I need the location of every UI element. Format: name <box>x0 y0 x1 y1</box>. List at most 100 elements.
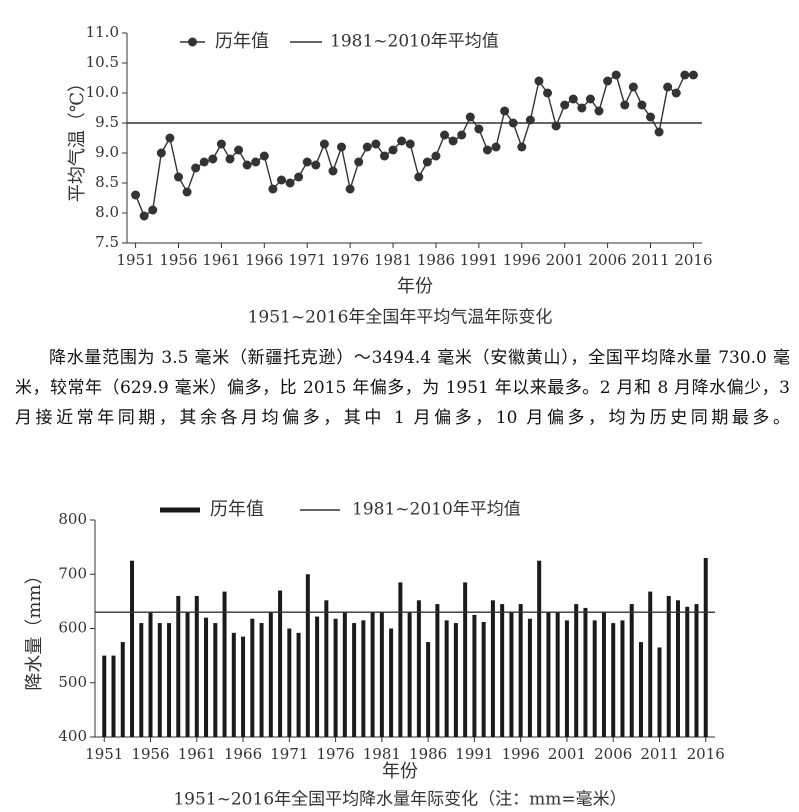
data-point <box>173 172 183 182</box>
bar <box>352 623 357 737</box>
x-axis-label: 年份 <box>397 276 433 297</box>
y-tick-label: 400 <box>58 727 87 745</box>
bar <box>204 617 209 737</box>
bar <box>185 612 190 737</box>
bar <box>620 620 625 737</box>
paragraph: 降水量范围为 3.5 毫米（新疆托克逊）～3494.4 毫米（安徽黄山），全国平… <box>15 348 790 428</box>
data-point <box>474 124 484 134</box>
x-tick-label: 1971 <box>288 251 326 269</box>
x-tick-label: 2011 <box>631 251 669 269</box>
bar <box>592 620 597 737</box>
bar <box>222 591 227 737</box>
data-point <box>414 172 424 182</box>
data-point <box>688 70 698 80</box>
data-point <box>585 94 595 104</box>
data-point <box>328 166 338 176</box>
x-tick-label: 2011 <box>640 745 678 763</box>
bar <box>120 642 125 737</box>
y-tick-label: 9.0 <box>95 143 119 161</box>
y-axis-label: 平均气温（℃） <box>67 74 88 202</box>
bar <box>398 582 403 737</box>
data-point <box>362 142 372 152</box>
bar <box>379 612 384 737</box>
bar <box>287 628 292 737</box>
data-point <box>165 133 175 143</box>
x-tick-label: 2006 <box>589 251 627 269</box>
data-point <box>208 154 218 164</box>
data-point <box>560 100 570 110</box>
data-point <box>388 145 398 155</box>
x-tick-label: 1971 <box>270 745 308 763</box>
data-point <box>491 142 501 152</box>
data-point <box>276 175 286 185</box>
bar <box>130 560 135 737</box>
bar <box>435 604 440 737</box>
y-tick-label: 500 <box>58 673 87 691</box>
bar <box>194 595 199 737</box>
bar <box>685 606 690 737</box>
bar <box>490 600 495 737</box>
data-point <box>628 82 638 92</box>
bar <box>500 604 505 737</box>
x-tick-label: 1966 <box>245 251 283 269</box>
x-tick-label: 1951 <box>85 745 123 763</box>
data-point <box>191 163 201 173</box>
bar <box>296 632 301 737</box>
data-point <box>268 184 278 194</box>
x-tick-label: 1991 <box>460 251 498 269</box>
bar <box>666 595 671 737</box>
data-point <box>379 151 389 161</box>
data-point <box>448 136 458 146</box>
bar <box>250 618 255 737</box>
x-tick-label: 1991 <box>455 745 493 763</box>
bar <box>426 642 431 737</box>
x-tick-label: 1981 <box>363 745 401 763</box>
data-point <box>259 151 269 161</box>
bar <box>370 612 375 737</box>
x-tick-label: 1976 <box>317 745 355 763</box>
x-tick-label: 1996 <box>502 745 540 763</box>
bar <box>278 590 283 737</box>
bar <box>333 618 338 737</box>
data-point <box>680 70 690 80</box>
bar <box>703 557 708 737</box>
x-tick-label: 2016 <box>687 745 725 763</box>
data-point <box>534 76 544 86</box>
data-point <box>431 151 441 161</box>
data-point <box>482 145 492 155</box>
data-point <box>525 115 535 125</box>
bar <box>241 636 246 737</box>
y-tick-label: 10.5 <box>86 53 119 71</box>
bar <box>694 604 699 737</box>
bar <box>555 612 560 737</box>
bar <box>407 612 412 737</box>
x-tick-label: 1956 <box>131 745 169 763</box>
bar <box>324 600 329 737</box>
bar <box>305 574 310 737</box>
bar <box>509 612 514 737</box>
data-point <box>397 136 407 146</box>
bar <box>139 623 144 737</box>
data-point <box>654 127 664 137</box>
data-point <box>551 121 561 131</box>
bar <box>463 582 468 737</box>
data-point <box>577 103 587 113</box>
data-point <box>594 106 604 116</box>
x-tick-label: 2001 <box>546 251 584 269</box>
data-point <box>148 205 158 215</box>
data-point <box>611 70 621 80</box>
bar <box>102 655 107 737</box>
data-point <box>517 142 527 152</box>
data-point <box>345 184 355 194</box>
y-tick-label: 11.0 <box>86 23 119 41</box>
data-point <box>311 160 321 170</box>
bar <box>213 623 218 737</box>
data-point <box>139 211 149 221</box>
bar <box>444 620 449 737</box>
bar <box>546 612 551 737</box>
legend-label: 1981~2010年平均值 <box>352 500 521 520</box>
bar <box>111 655 116 737</box>
x-tick-label: 1996 <box>503 251 541 269</box>
data-point <box>671 88 681 98</box>
